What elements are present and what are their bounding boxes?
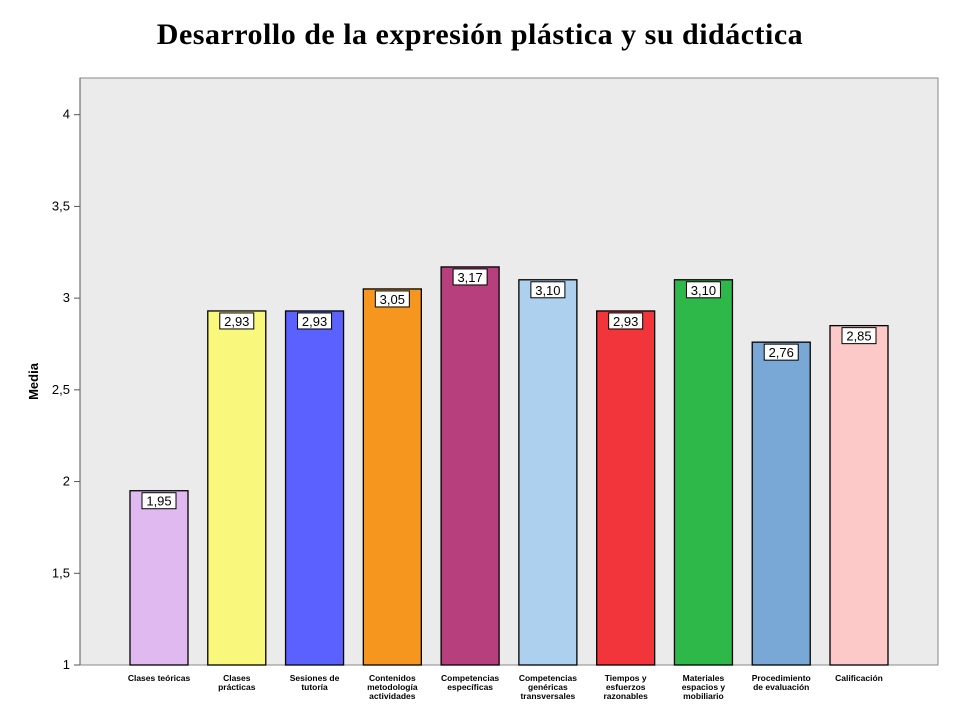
category-label: Calificación (835, 673, 883, 683)
category-label: específicas (447, 682, 493, 692)
bar (362, 288, 422, 666)
y-tick-label: 2 (63, 474, 70, 489)
category-label: Contenidos (369, 673, 416, 683)
value-label: 3,05 (380, 292, 405, 307)
bar (829, 324, 889, 666)
bar (440, 266, 500, 666)
bar (596, 310, 656, 666)
value-label: 2,76 (769, 345, 794, 360)
value-label: 2,93 (302, 314, 327, 329)
y-tick-label: 4 (63, 107, 70, 122)
category-label: prácticas (218, 682, 256, 692)
category-label: razonables (603, 691, 648, 701)
value-label-box (374, 290, 410, 308)
value-label-box (452, 268, 488, 286)
value-label: 2,93 (224, 314, 249, 329)
category-label: Competencias (519, 673, 577, 683)
value-label-box (297, 312, 333, 330)
category-label: Tiempos y (605, 673, 647, 683)
category-label: Materiales (683, 673, 725, 683)
y-tick-label: 1 (63, 657, 70, 672)
category-label: Clases (223, 673, 251, 683)
y-tick-label: 3,5 (52, 198, 70, 213)
value-label: 2,93 (613, 314, 638, 329)
bar (751, 341, 811, 666)
y-tick-label: 1,5 (52, 565, 70, 580)
value-label-box (608, 312, 644, 330)
value-label-box (841, 327, 877, 345)
category-label: esfuerzos (606, 682, 646, 692)
category-label: Clases teóricas (128, 673, 191, 683)
category-label: mobiliario (683, 691, 724, 701)
bar (207, 310, 267, 666)
category-label: transversales (520, 691, 575, 701)
value-label-box (219, 312, 255, 330)
category-label: metodología (367, 682, 418, 692)
category-label: actividades (369, 691, 416, 701)
bar (673, 279, 734, 666)
category-label: tutoría (301, 682, 328, 692)
value-label: 3,10 (535, 283, 560, 298)
bar (518, 279, 578, 666)
category-label: de evaluación (753, 682, 809, 692)
value-label-box (763, 343, 799, 361)
value-label: 1,95 (146, 494, 171, 509)
category-label: Competencias (441, 673, 499, 683)
y-tick-label: 3 (63, 290, 70, 305)
chart-title: Desarrollo de la expresión plástica y su… (156, 18, 804, 51)
bar (284, 310, 345, 666)
value-label-box (141, 492, 177, 510)
value-label-box (685, 281, 721, 299)
value-label: 2,85 (846, 329, 871, 344)
category-label: genéricas (528, 682, 568, 692)
value-label: 3,17 (457, 270, 482, 285)
category-label: Procedimiento (752, 673, 811, 683)
category-label: Sesiones de (290, 673, 340, 683)
category-label: espacios y (682, 682, 726, 692)
y-tick-label: 2,5 (52, 382, 70, 397)
bar (129, 490, 189, 666)
y-axis-title: Media (26, 362, 41, 400)
value-label-box (530, 281, 566, 299)
value-label: 3,10 (691, 283, 716, 298)
